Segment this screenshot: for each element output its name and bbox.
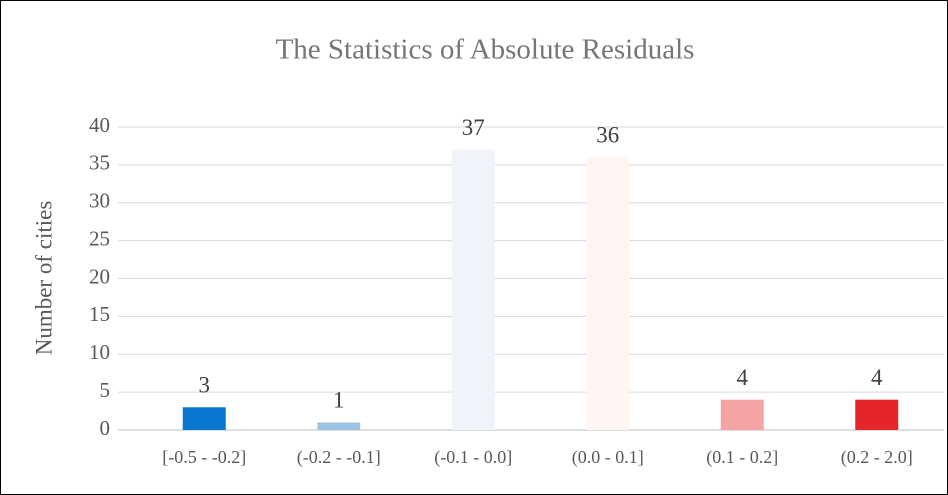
y-tick-label: 10 xyxy=(89,340,110,364)
bar xyxy=(451,149,495,430)
y-tick-label: 5 xyxy=(100,378,111,402)
bar xyxy=(720,399,764,430)
x-tick-label: (0.1 - 0.2] xyxy=(706,447,778,468)
data-label: 1 xyxy=(333,388,345,413)
x-tick-label: [-0.5 - -0.2] xyxy=(162,447,246,467)
y-tick-label: 25 xyxy=(89,226,110,250)
x-tick-label: (0.0 - 0.1] xyxy=(572,447,644,468)
x-tick-label: (-0.1 - 0.0] xyxy=(434,447,512,468)
x-tick-label: (0.2 - 2.0] xyxy=(841,447,913,468)
x-tick-label: (-0.2 - -0.1] xyxy=(297,447,381,468)
bar xyxy=(182,407,226,430)
bar xyxy=(586,157,630,431)
bar xyxy=(855,399,899,430)
chart-title: The Statistics of Absolute Residuals xyxy=(276,34,695,66)
y-tick-label: 15 xyxy=(89,302,110,326)
bar xyxy=(317,422,361,430)
y-tick-label: 0 xyxy=(100,416,111,440)
data-label: 37 xyxy=(462,115,485,140)
y-tick-label: 20 xyxy=(89,264,110,288)
data-label: 3 xyxy=(199,373,211,398)
y-tick-label: 35 xyxy=(89,151,110,175)
y-tick-label: 40 xyxy=(89,113,110,137)
y-axis-label: Number of cities xyxy=(31,201,56,356)
y-tick-label: 30 xyxy=(89,189,110,213)
data-label: 36 xyxy=(596,123,619,148)
data-label: 4 xyxy=(871,365,883,390)
data-label: 4 xyxy=(737,365,749,390)
